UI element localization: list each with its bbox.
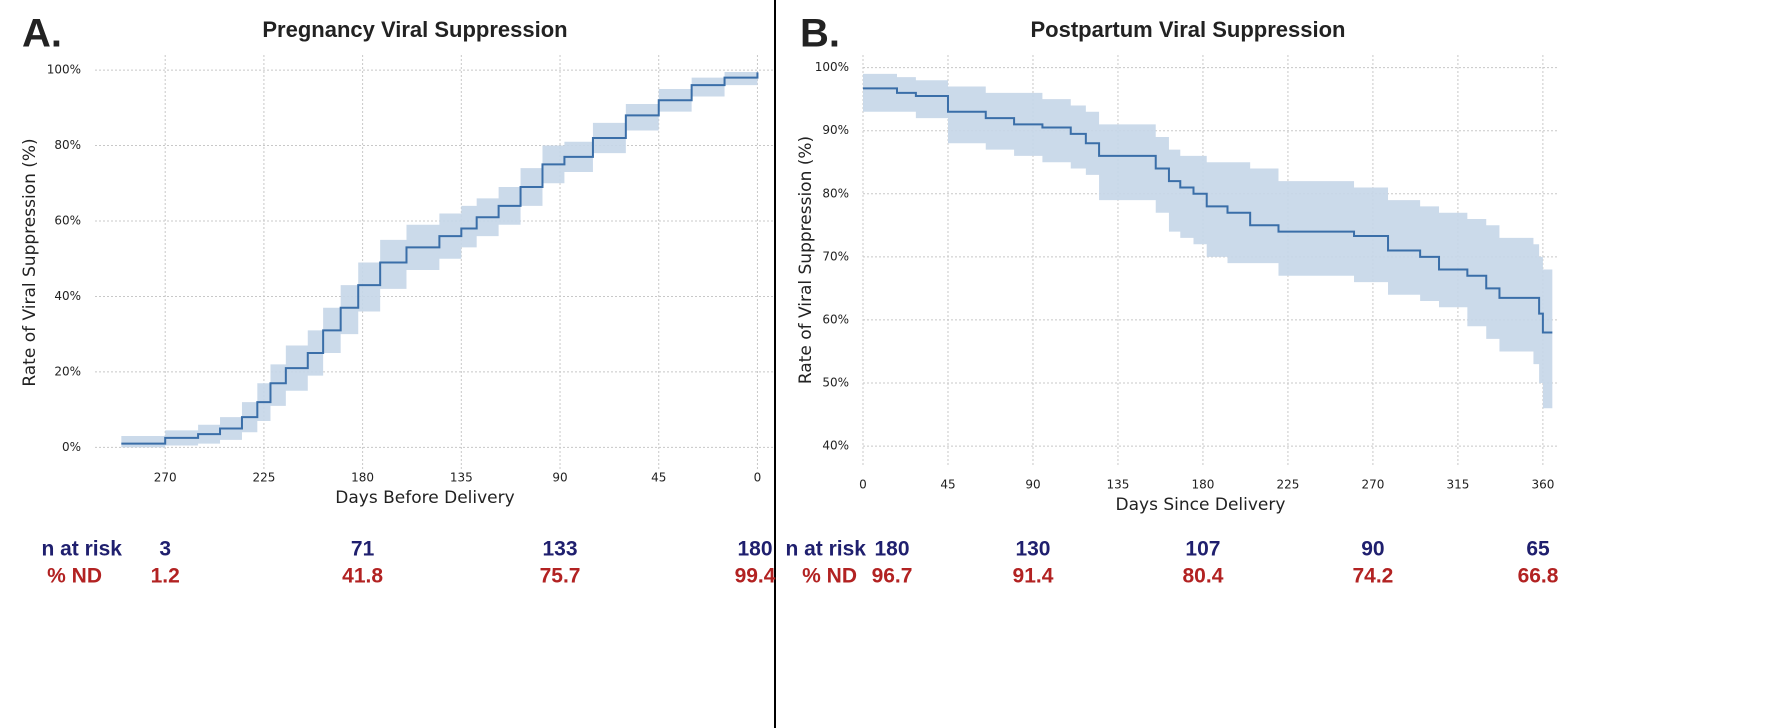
chart-title: Pregnancy Viral Suppression (262, 17, 567, 42)
x-axis-title: Days Before Delivery (335, 488, 514, 508)
pct-nd: 1.2 (151, 565, 180, 588)
pct-nd: 41.8 (342, 565, 383, 588)
x-tick-label: 225 (252, 471, 275, 485)
y-tick-label: 80% (54, 138, 81, 152)
x-tick-label: 90 (552, 471, 567, 485)
pct-nd: 66.8 (1518, 565, 1559, 588)
x-tick-label: 0 (859, 478, 867, 492)
n-at-risk: 133 (543, 538, 578, 561)
y-tick-label: 40% (822, 439, 849, 453)
risk-row-label: n at risk (41, 538, 122, 561)
x-tick-label: 0 (754, 471, 762, 485)
y-tick-label: 80% (822, 186, 849, 200)
x-tick-label: 45 (651, 471, 666, 485)
survival-line (863, 87, 1553, 334)
x-tick-label: 180 (1191, 478, 1214, 492)
n-at-risk: 107 (1185, 538, 1220, 561)
x-tick-label: 315 (1446, 478, 1469, 492)
x-tick-label: 270 (154, 471, 177, 485)
n-at-risk: 3 (159, 538, 171, 561)
y-axis-title: Rate of Viral Suppression (%) (20, 138, 40, 386)
x-tick-label: 135 (1107, 478, 1130, 492)
n-at-risk: 71 (351, 538, 375, 561)
pct-nd: 91.4 (1013, 565, 1054, 588)
y-tick-label: 40% (54, 289, 81, 303)
y-axis-title: Rate of Viral Suppression (%) (796, 136, 816, 384)
pct-nd: 74.2 (1352, 565, 1393, 588)
x-tick-label: 225 (1276, 478, 1299, 492)
x-axis-title: Days Since Delivery (1116, 495, 1286, 515)
n-at-risk: 180 (874, 538, 909, 561)
pct-nd: 99.4 (735, 565, 776, 588)
n-at-risk: 130 (1015, 538, 1050, 561)
x-tick-label: 90 (1025, 478, 1040, 492)
survival-line (121, 72, 759, 445)
n-at-risk: 65 (1526, 538, 1550, 561)
x-tick-label: 45 (940, 478, 955, 492)
chart-title: Postpartum Viral Suppression (1030, 17, 1345, 42)
risk-row-label: % ND (47, 565, 102, 588)
y-tick-label: 60% (822, 312, 849, 326)
y-tick-label: 0% (62, 440, 81, 454)
risk-row-label: % ND (802, 565, 857, 588)
risk-row-label: n at risk (785, 538, 866, 561)
x-tick-label: 135 (450, 471, 473, 485)
x-tick-label: 270 (1361, 478, 1384, 492)
x-tick-label: 360 (1531, 478, 1554, 492)
panel-label: A. (22, 12, 62, 56)
n-at-risk: 90 (1361, 538, 1384, 561)
y-tick-label: 70% (822, 249, 849, 263)
y-tick-label: 20% (54, 364, 81, 378)
pct-nd: 75.7 (540, 565, 581, 588)
y-tick-label: 100% (47, 63, 81, 77)
y-tick-label: 90% (822, 123, 849, 137)
y-tick-label: 100% (815, 60, 849, 74)
y-tick-label: 60% (54, 214, 81, 228)
panel-label: B. (800, 12, 840, 56)
pct-nd: 80.4 (1183, 565, 1224, 588)
pct-nd: 96.7 (872, 565, 913, 588)
confidence-band (863, 73, 1553, 409)
y-tick-label: 50% (822, 376, 849, 390)
x-tick-label: 180 (351, 471, 374, 485)
n-at-risk: 180 (737, 538, 772, 561)
confidence-band (121, 70, 758, 448)
